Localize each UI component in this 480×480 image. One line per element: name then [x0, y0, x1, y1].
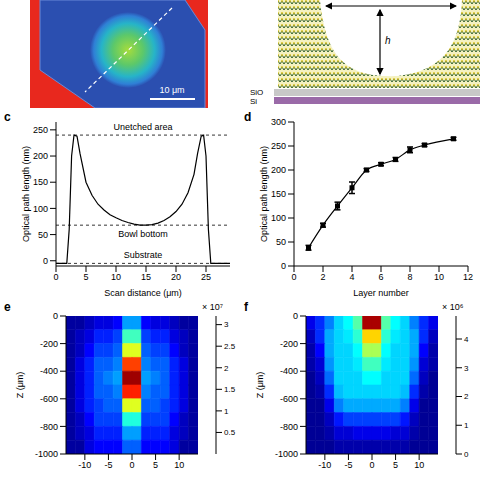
svg-text:0: 0: [291, 272, 296, 282]
svg-text:25: 25: [201, 272, 211, 282]
svg-text:SiO: SiO: [250, 88, 263, 97]
svg-text:8: 8: [407, 272, 412, 282]
svg-text:Scan distance (μm): Scan distance (μm): [104, 288, 182, 298]
svg-text:300: 300: [271, 117, 286, 127]
svg-text:3: 3: [224, 320, 229, 329]
svg-text:-5: -5: [104, 460, 112, 470]
svg-text:-400: -400: [280, 366, 298, 376]
svg-text:250: 250: [33, 125, 48, 135]
svg-text:10: 10: [414, 460, 424, 470]
svg-text:Substrate: Substrate: [124, 250, 163, 260]
svg-text:0: 0: [53, 311, 58, 321]
svg-text:0: 0: [43, 256, 48, 266]
svg-text:-200: -200: [280, 339, 298, 349]
svg-text:-600: -600: [280, 394, 298, 404]
svg-text:Bowl bottom: Bowl bottom: [118, 229, 168, 239]
svg-text:20: 20: [171, 272, 181, 282]
svg-text:0: 0: [293, 311, 298, 321]
svg-text:h: h: [385, 35, 391, 46]
svg-text:0: 0: [129, 460, 134, 470]
svg-text:3: 3: [464, 364, 469, 373]
svg-text:Layer number: Layer number: [353, 288, 409, 298]
svg-text:50: 50: [38, 230, 48, 240]
svg-text:200: 200: [271, 165, 286, 175]
svg-text:0: 0: [53, 272, 58, 282]
svg-text:-5: -5: [344, 460, 352, 470]
svg-text:50: 50: [276, 237, 286, 247]
svg-text:Z (μm): Z (μm): [15, 372, 25, 399]
svg-text:5: 5: [153, 460, 158, 470]
html-text:d: d: [244, 110, 252, 124]
svg-text:200: 200: [33, 151, 48, 161]
svg-text:10: 10: [174, 460, 184, 470]
svg-text:1: 1: [224, 407, 229, 416]
svg-text:-10: -10: [78, 460, 91, 470]
svg-text:2.5: 2.5: [224, 342, 236, 351]
svg-text:5: 5: [393, 460, 398, 470]
svg-text:4: 4: [464, 335, 469, 344]
svg-text:1.5: 1.5: [224, 385, 236, 394]
svg-text:6: 6: [378, 272, 383, 282]
svg-text:100: 100: [271, 213, 286, 223]
svg-text:5: 5: [83, 272, 88, 282]
svg-text:-600: -600: [40, 394, 58, 404]
svg-text:-1000: -1000: [275, 449, 298, 459]
html-text:f: f: [244, 300, 248, 314]
svg-text:0.5: 0.5: [224, 428, 236, 437]
svg-text:250: 250: [271, 141, 286, 151]
svg-text:10: 10: [434, 272, 444, 282]
svg-text:Unetched area: Unetched area: [113, 122, 172, 132]
svg-text:0: 0: [281, 261, 286, 271]
svg-text:2: 2: [320, 272, 325, 282]
svg-text:-1000: -1000: [35, 449, 58, 459]
svg-text:1: 1: [464, 421, 469, 430]
svg-text:2: 2: [224, 364, 229, 373]
svg-text:-800: -800: [280, 422, 298, 432]
html-text:c: c: [4, 110, 11, 124]
svg-text:12: 12: [463, 272, 473, 282]
svg-text:0: 0: [464, 450, 469, 459]
svg-text:Optical path length (nm): Optical path length (nm): [259, 146, 269, 242]
svg-text:Optical path length (nm): Optical path length (nm): [21, 146, 31, 242]
html-text:× 10⁶: × 10⁶: [442, 302, 464, 312]
svg-text:Si: Si: [250, 97, 257, 106]
svg-text:0: 0: [369, 460, 374, 470]
svg-text:-800: -800: [40, 422, 58, 432]
svg-text:15: 15: [141, 272, 151, 282]
html-text:× 10⁷: × 10⁷: [202, 302, 223, 312]
svg-text:150: 150: [271, 189, 286, 199]
svg-text:Z (μm): Z (μm): [255, 372, 265, 399]
svg-text:-10: -10: [318, 460, 331, 470]
svg-text:10: 10: [111, 272, 121, 282]
svg-text:150: 150: [33, 177, 48, 187]
svg-text:-200: -200: [40, 339, 58, 349]
svg-text:10 μm: 10 μm: [159, 85, 184, 95]
svg-text:4: 4: [349, 272, 354, 282]
svg-text:2: 2: [464, 392, 469, 401]
svg-text:-400: -400: [40, 366, 58, 376]
svg-text:100: 100: [33, 204, 48, 214]
html-text:e: e: [4, 300, 11, 314]
